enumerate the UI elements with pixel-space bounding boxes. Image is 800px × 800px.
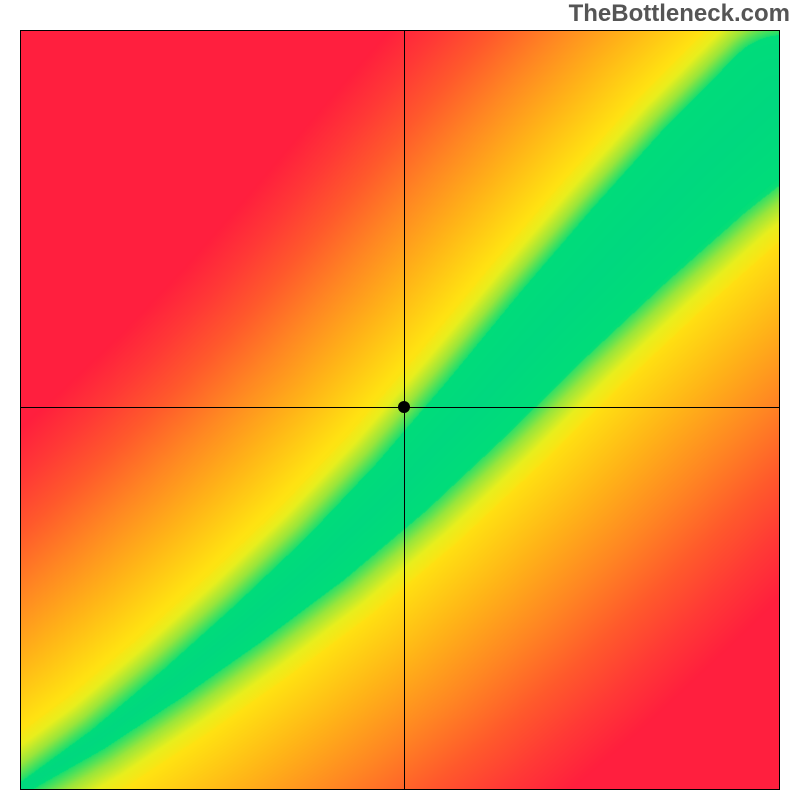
- heatmap-plot-area: [20, 30, 780, 790]
- chart-container: TheBottleneck.com: [0, 0, 800, 800]
- marker-dot: [398, 401, 410, 413]
- watermark-text: TheBottleneck.com: [569, 0, 790, 28]
